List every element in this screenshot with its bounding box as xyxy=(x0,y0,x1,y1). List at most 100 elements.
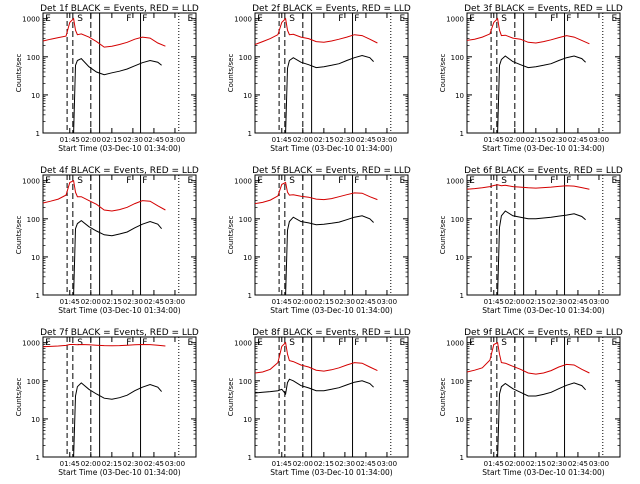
event-marker-label: F xyxy=(338,176,343,186)
plot-frame xyxy=(254,174,409,296)
event-marker-label: E xyxy=(257,14,263,24)
series-lld xyxy=(42,179,166,212)
y-tick-label: 1 xyxy=(36,292,40,300)
y-tick-label: 10 xyxy=(31,92,40,100)
plot-frame xyxy=(466,336,621,458)
y-tick-label: 10 xyxy=(243,416,252,424)
event-marker-label: E xyxy=(45,176,51,186)
y-tick-label: 10 xyxy=(31,416,40,424)
plot-det-4: Det 4f BLACK = Events, RED = LLD 1 10 100 10… xyxy=(15,166,199,315)
plot-title: Det 2f BLACK = Events, RED = LLD xyxy=(252,4,411,14)
y-tick-label: 1 xyxy=(248,454,252,462)
x-tick-label: 01:45 xyxy=(60,460,80,468)
y-tick-label: 100 xyxy=(451,216,464,224)
y-axis-label: Counts/sec xyxy=(227,54,235,93)
series-lld xyxy=(466,341,590,375)
event-marker-label: S xyxy=(289,14,295,24)
event-marker-label: F xyxy=(338,338,343,348)
event-marker-label: E xyxy=(399,338,405,348)
event-marker-label: E xyxy=(45,14,51,24)
y-tick-label: 1000 xyxy=(234,16,252,24)
series-events xyxy=(497,382,586,458)
x-tick-label: 01:45 xyxy=(484,136,504,144)
plot-det-5: Det 5f BLACK = Events, RED = LLD 1 10 100 10… xyxy=(227,166,411,315)
event-marker-label: F xyxy=(142,338,147,348)
y-tick-label: 10 xyxy=(31,254,40,262)
y-tick-label: 10 xyxy=(455,416,464,424)
event-marker-label: S xyxy=(501,338,507,348)
x-tick-label: 02:15 xyxy=(526,298,546,306)
plot-det-1: Det 1f BLACK = Events, RED = LLD 1 10 100 10… xyxy=(15,4,199,153)
plot-title: Det 9f BLACK = Events, RED = LLD xyxy=(464,328,623,338)
x-tick-label: 02:30 xyxy=(335,298,355,306)
y-tick-label: 1000 xyxy=(446,16,464,24)
event-marker-label: F xyxy=(338,14,343,24)
plot-title: Det 1f BLACK = Events, RED = LLD xyxy=(40,4,199,14)
series-events xyxy=(73,382,162,458)
plot-frame xyxy=(42,12,197,134)
series-lld xyxy=(254,341,378,374)
event-marker-label: S xyxy=(77,14,83,24)
y-tick-label: 1 xyxy=(36,130,40,138)
plot-frame xyxy=(42,174,197,296)
event-marker-label: S xyxy=(77,176,83,186)
event-marker-label: F xyxy=(126,338,131,348)
plot-title: Det 8f BLACK = Events, RED = LLD xyxy=(252,328,411,338)
series-lld xyxy=(466,17,590,45)
x-tick-label: 01:45 xyxy=(60,298,80,306)
event-marker-label: F xyxy=(354,176,359,186)
y-axis-label: Counts/sec xyxy=(227,378,235,417)
series-events xyxy=(285,54,374,134)
y-tick-label: 100 xyxy=(239,378,252,386)
event-marker-label: E xyxy=(399,14,405,24)
event-marker-label: E xyxy=(187,14,193,24)
y-tick-label: 10 xyxy=(243,92,252,100)
plot-frame xyxy=(466,12,621,134)
y-tick-label: 1000 xyxy=(446,340,464,348)
x-tick-label: 03:00 xyxy=(165,460,185,468)
y-tick-label: 1000 xyxy=(22,16,40,24)
x-tick-label: 03:00 xyxy=(377,460,397,468)
event-marker-label: S xyxy=(501,14,507,24)
event-marker-label: F xyxy=(142,176,147,186)
plot-det-9: Det 9f BLACK = Events, RED = LLD 1 10 100 10… xyxy=(439,328,623,477)
plot-det-7: Det 7f BLACK = Events, RED = LLD 1 10 100 10… xyxy=(15,328,199,477)
event-marker-label: E xyxy=(611,14,617,24)
event-marker-label: E xyxy=(45,338,51,348)
x-tick-label: 01:45 xyxy=(272,136,292,144)
y-tick-label: 100 xyxy=(27,378,40,386)
x-tick-label: 02:15 xyxy=(102,298,122,306)
y-axis-label: Counts/sec xyxy=(15,378,23,417)
y-axis-label: Counts/sec xyxy=(15,216,23,255)
x-tick-label: 02:45 xyxy=(568,298,588,306)
x-tick-label: 02:45 xyxy=(356,298,376,306)
x-tick-label: 02:45 xyxy=(356,136,376,144)
y-tick-label: 100 xyxy=(239,54,252,62)
event-marker-label: E xyxy=(611,338,617,348)
y-tick-label: 100 xyxy=(27,54,40,62)
x-tick-label: 01:45 xyxy=(272,298,292,306)
y-tick-label: 100 xyxy=(27,216,40,224)
x-tick-label: 02:00 xyxy=(505,460,525,468)
x-axis-label: Start Time (03-Dec-10 01:34:00) xyxy=(270,144,392,153)
y-tick-label: 1 xyxy=(36,454,40,462)
event-marker-label: E xyxy=(257,176,263,186)
y-tick-label: 1 xyxy=(460,454,464,462)
x-tick-label: 02:45 xyxy=(568,460,588,468)
series-lld xyxy=(254,181,378,205)
y-tick-label: 100 xyxy=(239,216,252,224)
series-events xyxy=(497,210,586,296)
event-marker-label: F xyxy=(142,14,147,24)
plot-title: Det 4f BLACK = Events, RED = LLD xyxy=(40,166,199,176)
x-tick-label: 02:15 xyxy=(102,460,122,468)
plot-det-3: Det 3f BLACK = Events, RED = LLD 1 10 100 10… xyxy=(439,4,623,153)
series-events xyxy=(285,215,374,296)
x-tick-label: 02:00 xyxy=(293,460,313,468)
x-tick-label: 02:30 xyxy=(335,136,355,144)
x-tick-label: 02:00 xyxy=(505,136,525,144)
x-axis-label: Start Time (03-Dec-10 01:34:00) xyxy=(270,468,392,477)
x-tick-label: 02:00 xyxy=(81,136,101,144)
event-marker-label: E xyxy=(469,14,475,24)
x-tick-label: 02:45 xyxy=(356,460,376,468)
x-tick-label: 03:00 xyxy=(589,460,609,468)
